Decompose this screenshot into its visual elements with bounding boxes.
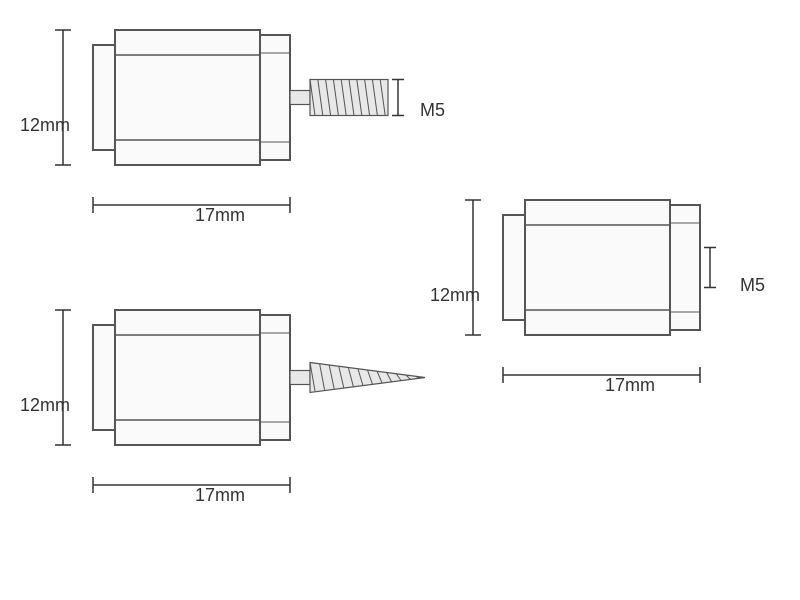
dim-h-label-0: 17mm bbox=[195, 205, 245, 226]
dim-v-label-1: 12mm bbox=[20, 395, 70, 416]
dim-h-label-1: 17mm bbox=[195, 485, 245, 506]
thread-label-0: M5 bbox=[420, 100, 445, 121]
dim-h-label-2: 17mm bbox=[605, 375, 655, 396]
dim-v-label-2: 12mm bbox=[430, 285, 480, 306]
diagram-svg bbox=[0, 0, 800, 600]
thread-label-2: M5 bbox=[740, 275, 765, 296]
technical-diagram: 17mm 12mm M5 17mm 12mm 17mm 12mm M5 bbox=[0, 0, 800, 600]
dim-v-label-0: 12mm bbox=[20, 115, 70, 136]
